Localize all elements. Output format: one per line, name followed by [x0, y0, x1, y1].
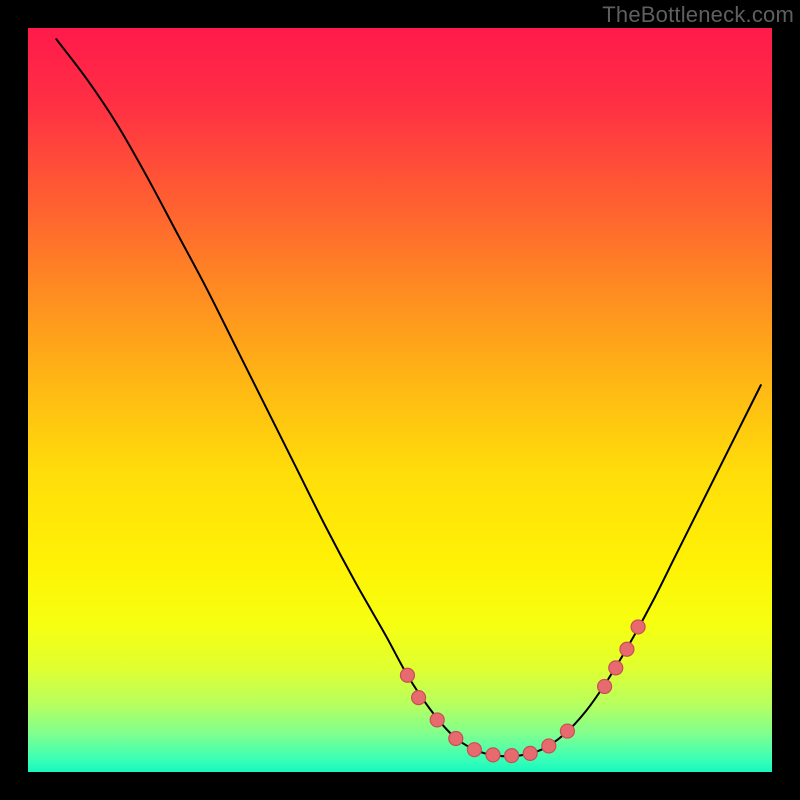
watermark-text: TheBottleneck.com [602, 2, 794, 28]
bottleneck-chart [0, 0, 800, 800]
data-marker [631, 620, 645, 634]
data-marker [449, 732, 463, 746]
data-marker [467, 743, 481, 757]
data-marker [412, 691, 426, 705]
data-marker [542, 739, 556, 753]
data-marker [620, 642, 634, 656]
data-marker [400, 668, 414, 682]
data-marker [598, 679, 612, 693]
data-marker [609, 661, 623, 675]
data-marker [486, 748, 500, 762]
data-marker [505, 749, 519, 763]
chart-frame: TheBottleneck.com [0, 0, 800, 800]
data-marker [523, 746, 537, 760]
data-marker [560, 724, 574, 738]
data-marker [430, 713, 444, 727]
